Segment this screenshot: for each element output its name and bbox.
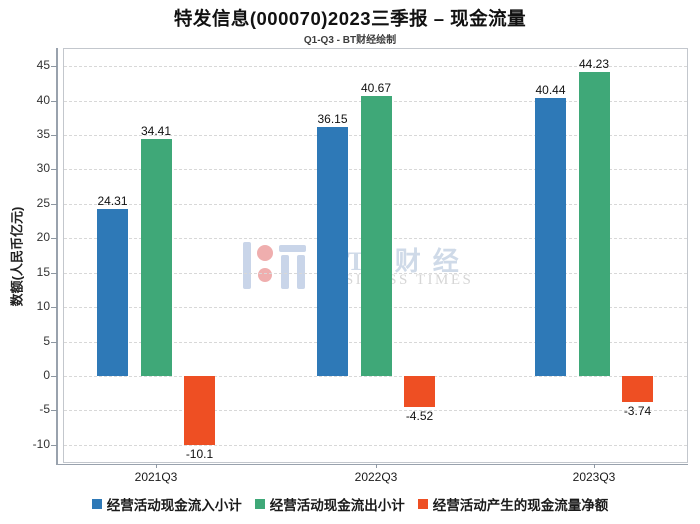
- legend-swatch-net-cash-flow: [417, 499, 428, 509]
- bt-logo-bar: [297, 255, 305, 289]
- bar-2023Q3-series1: [578, 71, 610, 376]
- legend-item-cash-outflow: 经营活动现金流出小计: [254, 494, 405, 514]
- bar-value-label: -3.74: [623, 403, 652, 418]
- y-tick-label: 40: [36, 92, 50, 107]
- bar-value-label: -10.1: [185, 447, 214, 462]
- y-tick-label: 35: [36, 127, 50, 142]
- x-axis-line: [56, 464, 688, 465]
- bar-2023Q3-series2: [622, 375, 653, 402]
- plot-area: BT 财经 BUSINESS TIMES 24.31 36.15 40.44 34.4…: [63, 48, 688, 463]
- legend-swatch-cash-outflow: [254, 499, 265, 509]
- y-tick-label: 45: [36, 58, 50, 73]
- bt-logo-dot: [258, 268, 272, 282]
- chart-title: 特发信息(000070)2023三季报 – 现金流量: [173, 8, 527, 29]
- bt-logo-bar: [243, 242, 251, 289]
- bar-2021Q3-series2: [184, 375, 215, 446]
- y-axis-line: [56, 48, 58, 465]
- gridline: [64, 444, 687, 446]
- y-tick-label: -5: [39, 402, 50, 417]
- legend-item-cash-inflow: 经营活动现金流入小计: [91, 494, 242, 514]
- gridline: [64, 410, 687, 412]
- bar-value-label: -4.52: [405, 409, 434, 424]
- bar-value-label: 40.67: [360, 81, 392, 95]
- x-tick-label-2022q3: 2022Q3: [354, 470, 398, 484]
- bar-value-label: 36.15: [317, 112, 348, 127]
- bar-2021Q3-series1: [140, 139, 172, 376]
- bar-2022Q3-series1: [360, 96, 392, 376]
- gridline: [64, 375, 687, 377]
- y-tick-label: -10: [32, 436, 50, 451]
- x-tick-label-2021q3: 2021Q3: [134, 470, 178, 484]
- legend-label-net-cash-flow: 经营活动产生的现金流量净额: [432, 498, 609, 513]
- chart-subtitle: Q1-Q3 - BT财经绘制: [303, 35, 397, 46]
- legend-swatch-cash-inflow: [91, 499, 102, 509]
- bar-value-label: 40.44: [535, 82, 566, 97]
- bar-value-label: 34.41: [140, 124, 172, 139]
- bt-logo-bar: [279, 245, 306, 252]
- bar-2022Q3-series0: [317, 127, 348, 376]
- gridline: [64, 66, 687, 68]
- y-tick-label: 0: [43, 367, 50, 382]
- bar-value-label: 44.23: [578, 56, 610, 71]
- bar-value-label: 24.31: [97, 193, 128, 208]
- bt-logo-dot: [257, 245, 273, 261]
- y-axis-title: 数额(人民币亿元): [9, 206, 25, 307]
- x-tick-label-2023q3: 2023Q3: [572, 470, 616, 484]
- bar-2023Q3-series0: [535, 97, 566, 376]
- bt-logo-bar: [281, 255, 289, 289]
- watermark-brand-sub: BUSINESS TIMES: [319, 272, 474, 288]
- bt-logo-icon: [243, 242, 309, 290]
- legend-label-cash-outflow: 经营活动现金流出小计: [269, 498, 405, 513]
- bar-2022Q3-series2: [404, 375, 435, 408]
- legend-label-cash-inflow: 经营活动现金流入小计: [106, 498, 242, 513]
- legend: 经营活动现金流入小计 经营活动现金流出小计 经营活动产生的现金流量净额: [0, 494, 700, 514]
- bar-2021Q3-series0: [97, 208, 128, 376]
- legend-item-net-cash-flow: 经营活动产生的现金流量净额: [417, 494, 609, 514]
